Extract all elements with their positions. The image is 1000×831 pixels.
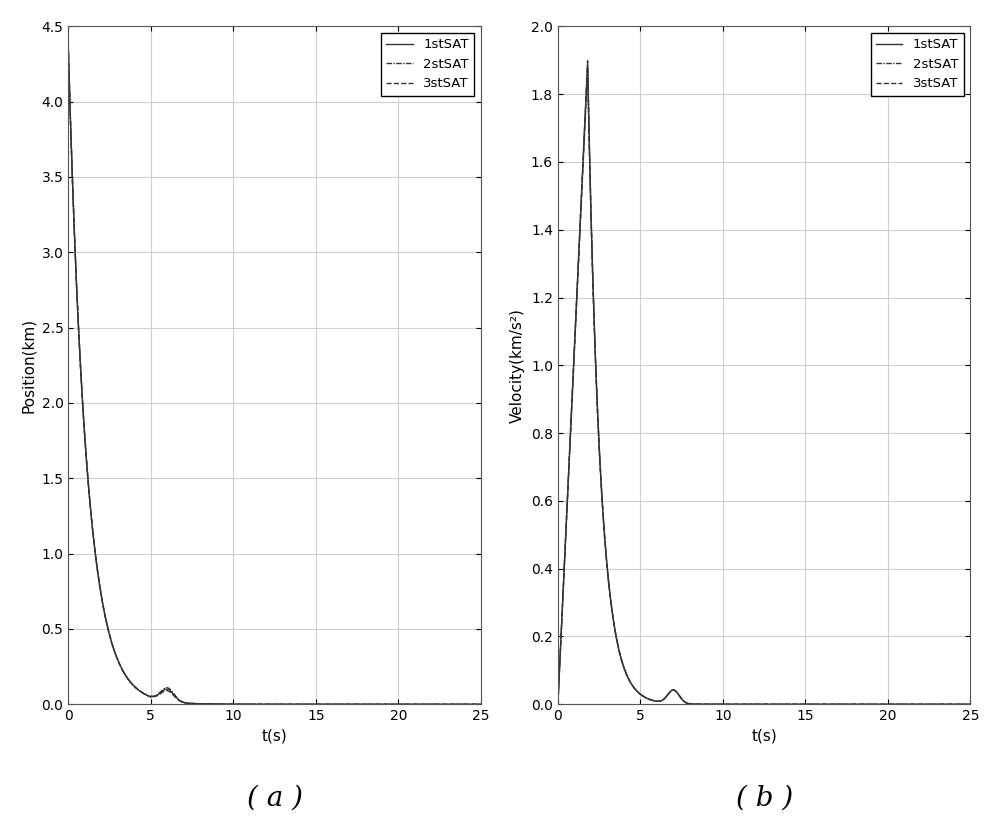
X-axis label: t(s): t(s) [751, 729, 777, 744]
2stSAT [467, 699, 479, 709]
X-axis label: t(s): t(s) [262, 729, 287, 744]
3stSAT [109, 649, 121, 659]
3stSAT [624, 676, 636, 686]
1stSAT [109, 649, 121, 659]
Y-axis label: Position(km): Position(km) [21, 317, 36, 413]
2stSAT [912, 699, 924, 709]
2stSAT [599, 537, 611, 547]
2stSAT [134, 686, 146, 696]
1stSAT [238, 699, 250, 709]
2stSAT [582, 56, 594, 66]
Line: 1stSAT: 1stSAT [558, 64, 970, 704]
1stSAT [582, 59, 594, 69]
3stSAT [422, 699, 434, 709]
Line: 1stSAT: 1stSAT [68, 46, 481, 704]
1stSAT [467, 699, 479, 709]
Line: 2stSAT: 2stSAT [558, 61, 970, 704]
1stSAT [220, 699, 232, 709]
3stSAT [552, 699, 564, 709]
1stSAT [624, 676, 636, 686]
1stSAT [710, 699, 722, 709]
2stSAT [552, 699, 564, 709]
2stSAT [728, 699, 740, 709]
1stSAT [475, 699, 487, 709]
3stSAT [220, 699, 232, 709]
3stSAT [956, 699, 968, 709]
1stSAT [728, 699, 740, 709]
2stSAT [956, 699, 968, 709]
2stSAT [964, 699, 976, 709]
Line: 3stSAT: 3stSAT [68, 47, 481, 704]
3stSAT [134, 686, 146, 696]
Y-axis label: Velocity(km/s²): Velocity(km/s²) [510, 307, 525, 423]
Line: 3stSAT: 3stSAT [558, 67, 970, 704]
3stSAT [710, 699, 722, 709]
1stSAT [956, 699, 968, 709]
1stSAT [134, 686, 146, 696]
Line: 2stSAT: 2stSAT [68, 43, 481, 704]
3stSAT [62, 42, 74, 52]
1stSAT [62, 41, 74, 51]
Legend: 1stSAT, 2stSAT, 3stSAT: 1stSAT, 2stSAT, 3stSAT [381, 33, 474, 96]
1stSAT [422, 699, 434, 709]
2stSAT [422, 699, 434, 709]
2stSAT [109, 648, 121, 658]
3stSAT [964, 699, 976, 709]
2stSAT [238, 699, 250, 709]
2stSAT [624, 676, 636, 686]
1stSAT [912, 699, 924, 709]
2stSAT [710, 699, 722, 709]
1stSAT [552, 699, 564, 709]
2stSAT [220, 699, 232, 709]
3stSAT [599, 538, 611, 548]
Legend: 1stSAT, 2stSAT, 3stSAT: 1stSAT, 2stSAT, 3stSAT [871, 33, 964, 96]
3stSAT [475, 699, 487, 709]
3stSAT [728, 699, 740, 709]
Text: ( b ): ( b ) [736, 785, 793, 812]
2stSAT [62, 38, 74, 48]
3stSAT [912, 699, 924, 709]
2stSAT [475, 699, 487, 709]
3stSAT [582, 62, 594, 72]
3stSAT [238, 699, 250, 709]
1stSAT [964, 699, 976, 709]
3stSAT [467, 699, 479, 709]
Text: ( a ): ( a ) [247, 785, 303, 812]
1stSAT [599, 538, 611, 548]
